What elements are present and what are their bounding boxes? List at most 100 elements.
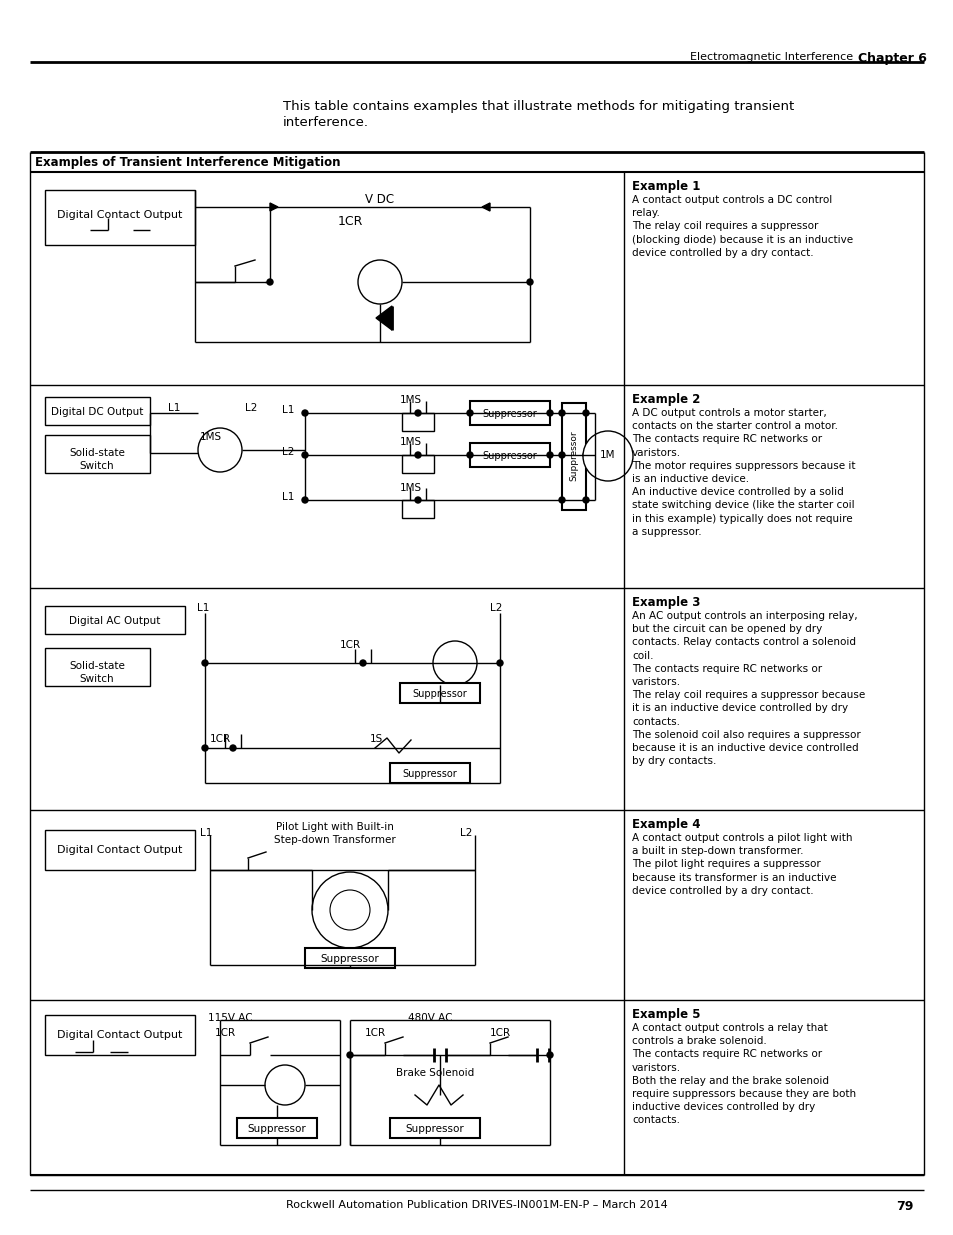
Bar bbox=[470, 443, 550, 467]
Text: 1MS: 1MS bbox=[399, 437, 421, 447]
Text: A DC output controls a motor starter,
contacts on the starter control a motor.
T: A DC output controls a motor starter, co… bbox=[631, 408, 855, 537]
Text: 1CR: 1CR bbox=[210, 734, 231, 743]
Bar bbox=[305, 948, 395, 968]
Circle shape bbox=[497, 659, 502, 666]
Polygon shape bbox=[375, 306, 392, 330]
Text: L2: L2 bbox=[245, 403, 257, 412]
Circle shape bbox=[330, 890, 370, 930]
Circle shape bbox=[467, 410, 473, 416]
Text: 115V AC: 115V AC bbox=[208, 1013, 253, 1023]
Text: Example 4: Example 4 bbox=[631, 818, 700, 831]
Text: A contact output controls a pilot light with
a built in step-down transformer.
T: A contact output controls a pilot light … bbox=[631, 832, 852, 895]
Bar bbox=[390, 1118, 479, 1137]
Text: An AC output controls an interposing relay,
but the circuit can be opened by dry: An AC output controls an interposing rel… bbox=[631, 611, 864, 766]
Bar bbox=[399, 683, 479, 703]
Circle shape bbox=[582, 496, 588, 503]
Circle shape bbox=[526, 279, 533, 285]
Text: Electromagnetic Interference: Electromagnetic Interference bbox=[689, 52, 852, 62]
Text: L2: L2 bbox=[490, 603, 502, 613]
Text: Rockwell Automation Publication DRIVES-IN001M-EN-P – March 2014: Rockwell Automation Publication DRIVES-I… bbox=[286, 1200, 667, 1210]
Text: V DC: V DC bbox=[365, 193, 395, 206]
Text: Solid-state
Switch: Solid-state Switch bbox=[69, 448, 125, 472]
Text: L1: L1 bbox=[196, 603, 209, 613]
Bar bbox=[236, 1118, 316, 1137]
Circle shape bbox=[415, 452, 420, 458]
Text: 1MS: 1MS bbox=[200, 432, 222, 442]
Bar bbox=[45, 396, 150, 425]
Text: Digital DC Output: Digital DC Output bbox=[51, 408, 143, 417]
Text: Suppressor: Suppressor bbox=[405, 1124, 464, 1134]
Polygon shape bbox=[270, 203, 277, 211]
Text: 480V AC: 480V AC bbox=[408, 1013, 452, 1023]
Text: Suppressor: Suppressor bbox=[402, 769, 456, 779]
Text: A contact output controls a DC control
relay.
The relay coil requires a suppress: A contact output controls a DC control r… bbox=[631, 195, 852, 258]
Text: L2: L2 bbox=[282, 447, 294, 457]
Text: A contact output controls a relay that
controls a brake solenoid.
The contacts r: A contact output controls a relay that c… bbox=[631, 1023, 855, 1125]
Bar bbox=[45, 1015, 194, 1055]
Text: Suppressor: Suppressor bbox=[569, 431, 578, 482]
Bar bbox=[45, 435, 150, 473]
Circle shape bbox=[558, 410, 564, 416]
Text: Chapter 6: Chapter 6 bbox=[857, 52, 926, 65]
Circle shape bbox=[359, 659, 366, 666]
Circle shape bbox=[415, 410, 420, 416]
Text: Pilot Light with Built-in
Step-down Transformer: Pilot Light with Built-in Step-down Tran… bbox=[274, 823, 395, 845]
Circle shape bbox=[546, 410, 553, 416]
Circle shape bbox=[467, 452, 473, 458]
Text: Examples of Transient Interference Mitigation: Examples of Transient Interference Mitig… bbox=[35, 156, 340, 169]
Circle shape bbox=[558, 496, 564, 503]
Bar bbox=[45, 606, 185, 634]
Circle shape bbox=[302, 452, 308, 458]
Text: 1M: 1M bbox=[599, 450, 615, 459]
Text: 1CR: 1CR bbox=[490, 1028, 511, 1037]
Text: Suppressor: Suppressor bbox=[482, 409, 537, 419]
Text: L1: L1 bbox=[200, 827, 213, 839]
Text: Suppressor: Suppressor bbox=[482, 451, 537, 461]
Text: 1MS: 1MS bbox=[399, 483, 421, 493]
Text: Suppressor: Suppressor bbox=[248, 1124, 306, 1134]
Bar bbox=[45, 648, 150, 685]
Text: Solid-state
Switch: Solid-state Switch bbox=[69, 661, 125, 684]
Text: Example 1: Example 1 bbox=[631, 180, 700, 193]
Circle shape bbox=[546, 452, 553, 458]
Bar bbox=[470, 401, 550, 425]
Circle shape bbox=[582, 452, 588, 458]
Text: Digital Contact Output: Digital Contact Output bbox=[57, 845, 182, 855]
Text: This table contains examples that illustrate methods for mitigating transient: This table contains examples that illust… bbox=[283, 100, 794, 112]
Text: 1CR: 1CR bbox=[365, 1028, 386, 1037]
Circle shape bbox=[433, 641, 476, 685]
Text: Digital AC Output: Digital AC Output bbox=[70, 616, 160, 626]
Text: Example 5: Example 5 bbox=[631, 1008, 700, 1021]
Circle shape bbox=[265, 1065, 305, 1105]
Text: 1CR: 1CR bbox=[339, 640, 361, 650]
Text: 1CR: 1CR bbox=[214, 1028, 236, 1037]
Circle shape bbox=[582, 410, 588, 416]
Circle shape bbox=[546, 1052, 553, 1058]
Circle shape bbox=[302, 496, 308, 503]
Text: 1CR: 1CR bbox=[337, 215, 362, 228]
Text: Digital Contact Output: Digital Contact Output bbox=[57, 1030, 182, 1040]
Circle shape bbox=[202, 659, 208, 666]
Circle shape bbox=[347, 1052, 353, 1058]
Text: 1MS: 1MS bbox=[399, 395, 421, 405]
Text: Example 2: Example 2 bbox=[631, 393, 700, 406]
Text: 79: 79 bbox=[896, 1200, 913, 1213]
Circle shape bbox=[198, 429, 242, 472]
Circle shape bbox=[357, 261, 401, 304]
Text: Suppressor: Suppressor bbox=[413, 689, 467, 699]
Text: L1: L1 bbox=[282, 492, 294, 501]
Text: 1S: 1S bbox=[370, 734, 383, 743]
Circle shape bbox=[230, 745, 235, 751]
Bar bbox=[401, 454, 434, 473]
Circle shape bbox=[415, 496, 420, 503]
Text: Suppressor: Suppressor bbox=[320, 953, 379, 965]
Text: Brake Solenoid: Brake Solenoid bbox=[395, 1068, 474, 1078]
Bar bbox=[561, 403, 585, 510]
Text: L1: L1 bbox=[168, 403, 180, 412]
Bar bbox=[390, 763, 470, 783]
Text: L2: L2 bbox=[459, 827, 472, 839]
Polygon shape bbox=[481, 203, 490, 211]
Circle shape bbox=[302, 410, 308, 416]
Bar bbox=[45, 190, 194, 245]
Circle shape bbox=[582, 431, 633, 480]
